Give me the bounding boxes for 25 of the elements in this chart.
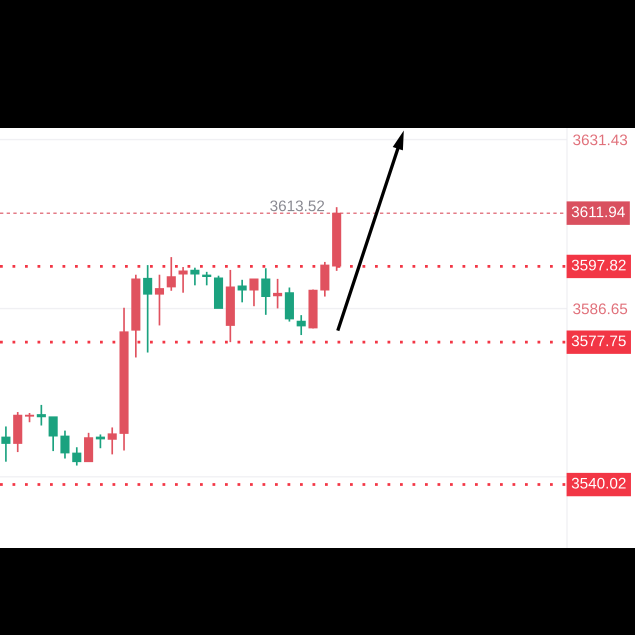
candlestick — [96, 434, 105, 450]
candlestick — [190, 266, 200, 286]
candlestick — [72, 446, 82, 466]
candlestick — [166, 256, 176, 292]
ref-line-label: 3611.94 — [572, 206, 625, 218]
candlestick — [108, 426, 117, 456]
candlestick — [1, 426, 10, 463]
ref-line-label: 3540.02 — [572, 478, 626, 489]
candlestick — [296, 314, 306, 336]
y-tick-label: 3631.43 — [573, 134, 628, 146]
candlestick — [60, 430, 70, 460]
candlestick — [273, 278, 282, 310]
candlestick — [202, 271, 212, 286]
y-tick-label: 3586.65 — [573, 303, 628, 314]
candlestick — [143, 264, 152, 354]
ref-line-label: 3577.75 — [572, 335, 626, 346]
annotation: 3613.52 — [270, 200, 324, 212]
candlestick — [238, 278, 247, 304]
candlestick — [261, 267, 270, 316]
ref-line-label: 3597.82 — [572, 260, 626, 271]
candlestick — [249, 278, 259, 308]
candlestick — [48, 416, 58, 452]
candlestick — [178, 266, 188, 294]
candlestick — [36, 404, 46, 426]
candlestick — [154, 274, 164, 326]
